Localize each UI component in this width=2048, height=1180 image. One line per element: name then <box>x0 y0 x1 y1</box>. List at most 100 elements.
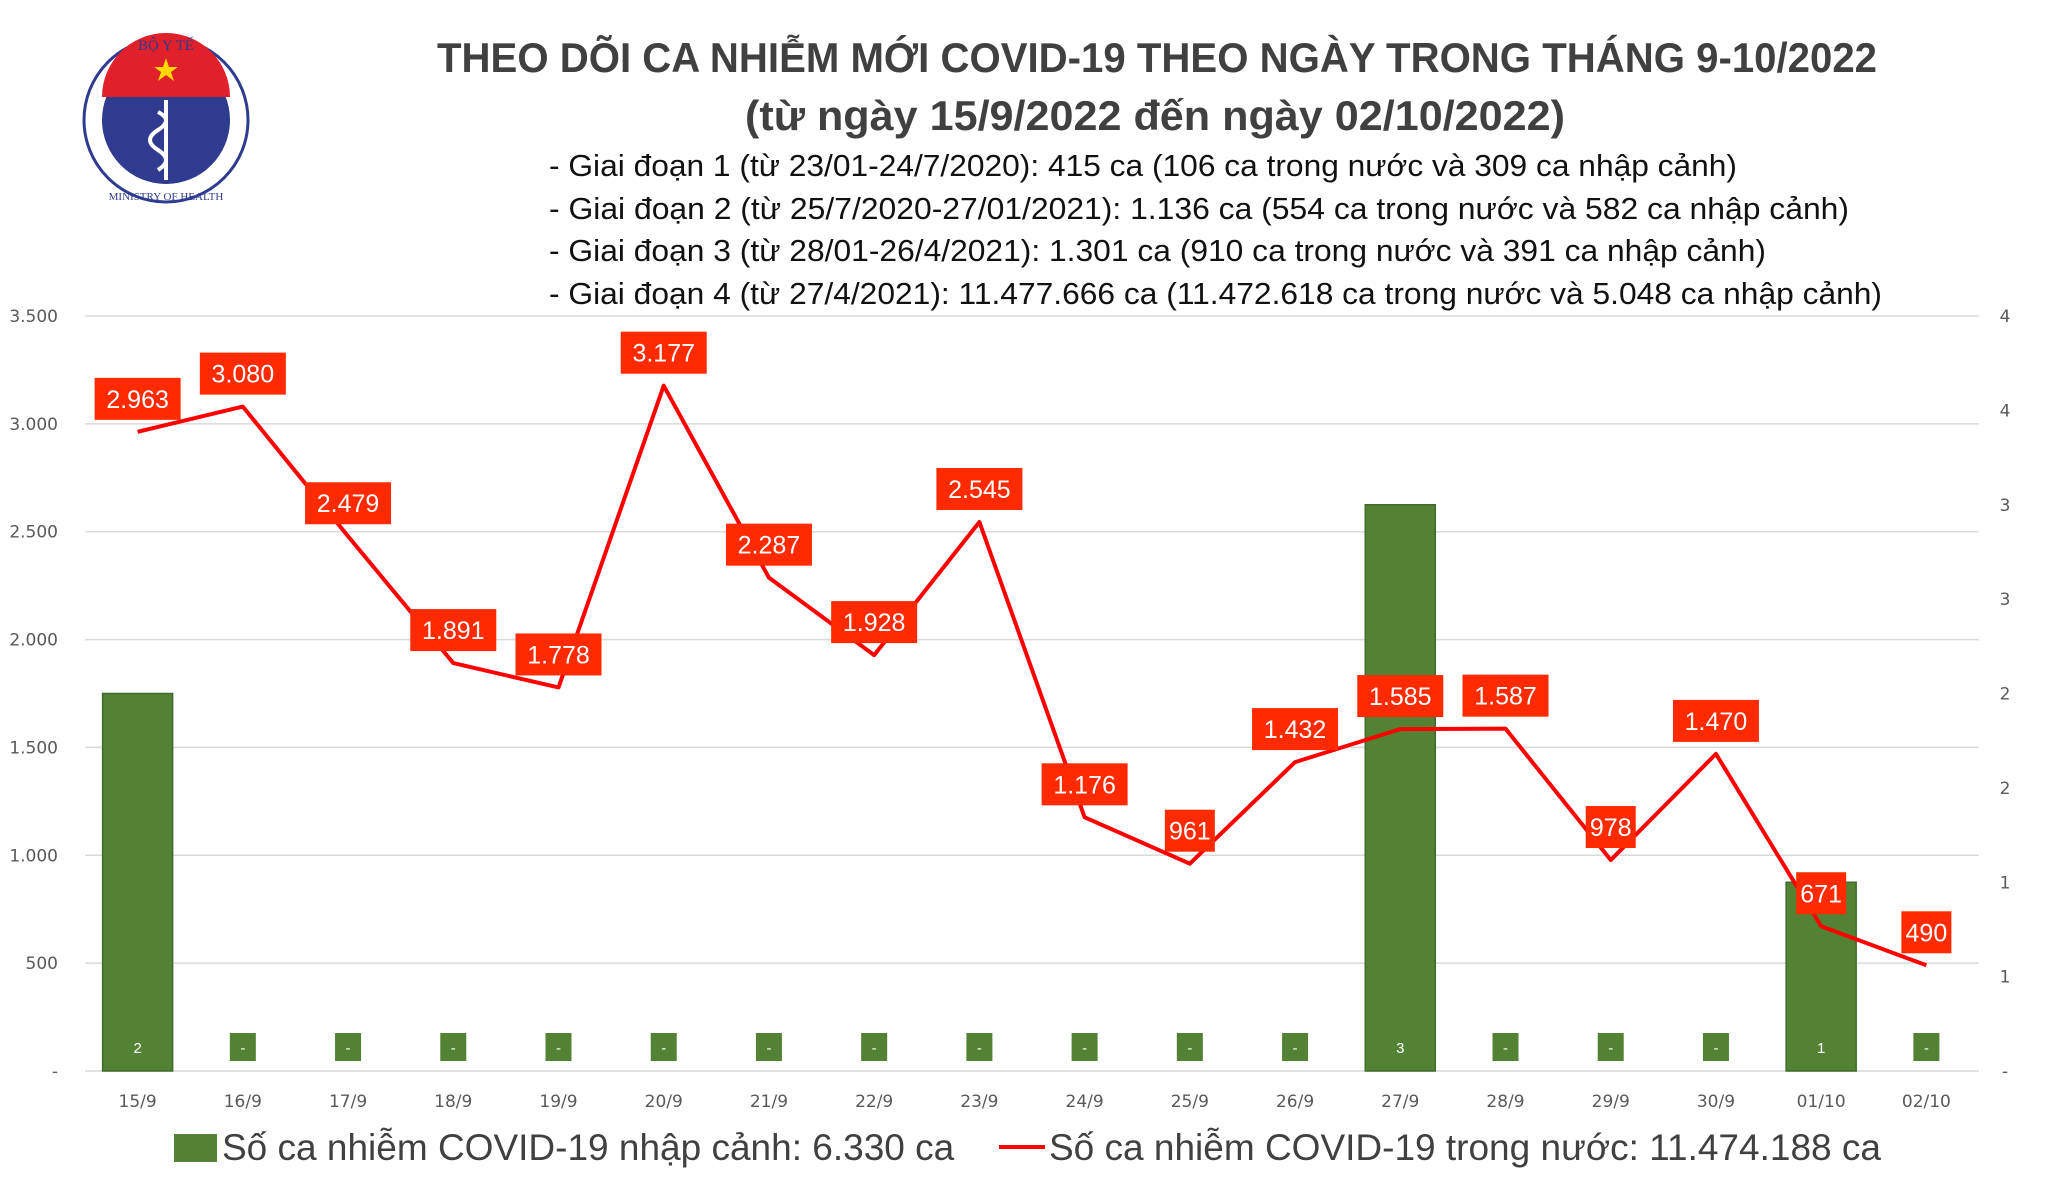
x-tick-label: 28/9 <box>1486 1092 1524 1112</box>
stage-1: - Giai đoạn 1 (từ 23/01-24/7/2020): 415 … <box>549 148 1737 183</box>
line-label-box <box>1252 708 1339 751</box>
line-label: 1.432 <box>1264 716 1327 744</box>
legend-bar-swatch <box>174 1134 217 1162</box>
logo-top-text: BỘ Y TẾ <box>138 37 194 54</box>
bar-label-box <box>650 1033 677 1061</box>
ministry-logo: BỘ Y TẾ MINISTRY OF HEALTH <box>82 33 250 204</box>
line-label: 2.479 <box>317 490 380 518</box>
x-tick-label: 29/9 <box>1592 1092 1630 1112</box>
bar-label: - <box>1608 1040 1613 1057</box>
bar-label-box <box>1282 1033 1309 1061</box>
bar-label-box <box>335 1033 362 1061</box>
line-label-box <box>94 377 181 420</box>
x-tick-label: 20/9 <box>645 1092 683 1112</box>
y-right-tick-label: 3 <box>2000 496 2011 516</box>
x-tick-label: 26/9 <box>1276 1092 1314 1112</box>
bar-label-box <box>1176 1033 1203 1061</box>
y-left-tick-label: 1.000 <box>9 846 58 866</box>
bar-label-box <box>966 1033 993 1061</box>
line-label-box <box>1164 809 1215 852</box>
line-label-box <box>1672 699 1759 742</box>
y-left-tick-label: 2.000 <box>9 631 58 651</box>
line-label-box <box>620 331 707 374</box>
line-label-box <box>1901 911 1952 954</box>
line-label: 2.287 <box>738 532 801 560</box>
line-label: 3.080 <box>212 361 275 389</box>
gridlines <box>85 315 1979 1072</box>
x-tick-label: 30/9 <box>1697 1092 1735 1112</box>
bar-label: 2 <box>133 1040 141 1057</box>
y-left-tick-label: 2.500 <box>9 523 58 543</box>
legend: Số ca nhiễm COVID-19 nhập cảnh: 6.330 ca… <box>174 1127 1881 1168</box>
y-left-tick-label: 1.500 <box>9 738 58 758</box>
y-right-tick-label: 4 <box>2000 307 2011 327</box>
line-label: 1.928 <box>843 609 906 637</box>
bar-label: - <box>872 1040 877 1057</box>
bar-label: - <box>1187 1040 1192 1057</box>
line-label: 978 <box>1590 814 1632 842</box>
bar-label-box <box>755 1033 782 1061</box>
x-tick-label: 19/9 <box>539 1092 577 1112</box>
x-tick-label: 16/9 <box>224 1092 262 1112</box>
x-tick-label: 25/9 <box>1171 1092 1209 1112</box>
bar-label-box <box>229 1033 256 1061</box>
line-label-box <box>831 601 918 644</box>
y-left-tick-label: 3.000 <box>9 415 58 435</box>
line-label-box <box>1357 675 1444 718</box>
data-labels: 2.963 3.080 2.479 1.891 1.778 3.177 2.287 1.928… <box>94 331 1952 954</box>
bar-label: - <box>1924 1040 1929 1057</box>
bar <box>101 692 174 1072</box>
bar-label: - <box>1082 1040 1087 1057</box>
bar-label-box <box>545 1033 572 1061</box>
logo-bottom-text: MINISTRY OF HEALTH <box>109 191 224 203</box>
line-label: 1.470 <box>1685 708 1748 736</box>
bar-label-box <box>1808 1033 1835 1061</box>
bar-label-box <box>1071 1033 1098 1061</box>
line-label-box <box>1462 674 1549 717</box>
bar-label-box <box>1492 1033 1519 1061</box>
bar-label: - <box>766 1040 771 1057</box>
caduceus-icon <box>148 100 168 180</box>
bar-label-box <box>1387 1033 1414 1061</box>
x-tick-label: 22/9 <box>855 1092 893 1112</box>
y-right-tick-label: 2 <box>2000 685 2011 705</box>
chart-title: THEO DÕI CA NHIỄM MỚI COVID-19 THEO NGÀY… <box>437 33 1877 81</box>
line-label-box <box>305 482 392 525</box>
line-label: 490 <box>1906 919 1948 947</box>
y-left-tick-label: 500 <box>26 954 58 974</box>
line-label: 1.587 <box>1474 683 1537 711</box>
bar-label-box <box>1913 1033 1940 1061</box>
bar-label: - <box>240 1040 245 1057</box>
y-left-tick-label: 3.500 <box>9 307 58 327</box>
bar-label-box <box>124 1033 151 1061</box>
legend-bar-label: Số ca nhiễm COVID-19 nhập cảnh: 6.330 ca <box>222 1127 955 1168</box>
line-label-box <box>936 468 1023 511</box>
bar <box>1364 504 1437 1072</box>
line-label-box <box>1585 806 1636 849</box>
x-tick-label: 01/10 <box>1797 1092 1846 1112</box>
y-right-tick-label: 4 <box>2000 401 2011 421</box>
line-label-box <box>1041 763 1128 806</box>
line-label: 2.545 <box>948 476 1011 504</box>
x-tick-label: 21/9 <box>750 1092 788 1112</box>
bar-label: 3 <box>1396 1040 1404 1057</box>
x-tick-label: 27/9 <box>1381 1092 1419 1112</box>
line-label: 671 <box>1800 880 1842 908</box>
line-label: 3.177 <box>632 340 695 368</box>
bar-label: - <box>346 1040 351 1057</box>
x-tick-label: 18/9 <box>434 1092 472 1112</box>
line-label: 2.963 <box>106 386 169 414</box>
bar-label: - <box>556 1040 561 1057</box>
x-tick-label: 24/9 <box>1066 1092 1104 1112</box>
stage-3: - Giai đoạn 3 (từ 28/01-26/4/2021): 1.30… <box>549 233 1766 268</box>
bar-label: - <box>977 1040 982 1057</box>
bar-label: - <box>661 1040 666 1057</box>
bars: 2 - - - - - - - - - - - 3 - - - 1 - <box>101 504 1940 1072</box>
bar-label-box <box>1702 1033 1729 1061</box>
line-label-box <box>1796 872 1847 915</box>
bar-label: - <box>1503 1040 1508 1057</box>
star-icon <box>154 58 178 81</box>
y-right-tick-label: 2 <box>2000 779 2011 799</box>
bar-label: - <box>1293 1040 1298 1057</box>
